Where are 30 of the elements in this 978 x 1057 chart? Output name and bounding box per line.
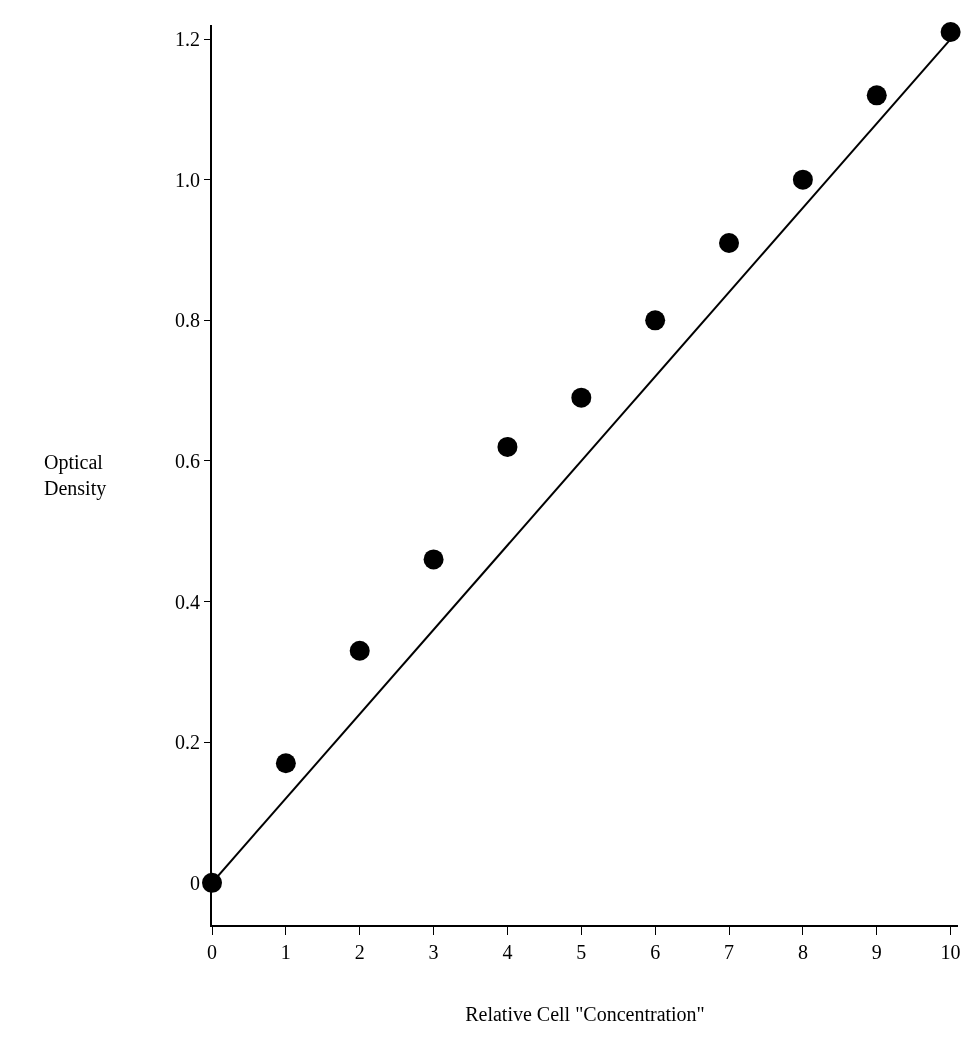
x-tick-label: 7	[724, 941, 735, 963]
point	[275, 753, 296, 774]
x-tick-label: 1	[280, 941, 291, 963]
x-tick-label: 3	[428, 941, 439, 963]
y-tick-label: 1.0	[175, 168, 200, 191]
point	[940, 22, 961, 43]
point	[645, 310, 666, 331]
point	[423, 549, 444, 570]
y-tick-label: 0.4	[175, 590, 200, 613]
x-tick-label: 4	[502, 941, 513, 963]
point	[866, 85, 887, 106]
y-tick-label: 0.8	[175, 309, 200, 332]
point	[571, 387, 592, 408]
y-tick-label: 0	[190, 871, 200, 894]
y-tick-label: 1.2	[175, 28, 200, 51]
x-tick-label: 8	[797, 941, 808, 963]
y-axis-title: Optical Density	[44, 451, 107, 500]
point	[792, 169, 813, 190]
y-tick-label: 0.6	[175, 449, 200, 472]
point	[719, 232, 740, 253]
x-tick-label: 5	[576, 941, 587, 963]
point	[497, 436, 518, 457]
point	[349, 640, 370, 661]
x-tick-label: 9	[871, 941, 882, 963]
x-axis-title: Relative Cell "Concentration"	[465, 1003, 705, 1025]
x-tick-label: 10	[940, 941, 961, 963]
x-tick-label: 6	[650, 941, 661, 963]
y-tick-label: 0.2	[175, 731, 200, 754]
x-tick-label: 0	[207, 941, 217, 963]
x-tick-label: 2	[354, 941, 365, 963]
